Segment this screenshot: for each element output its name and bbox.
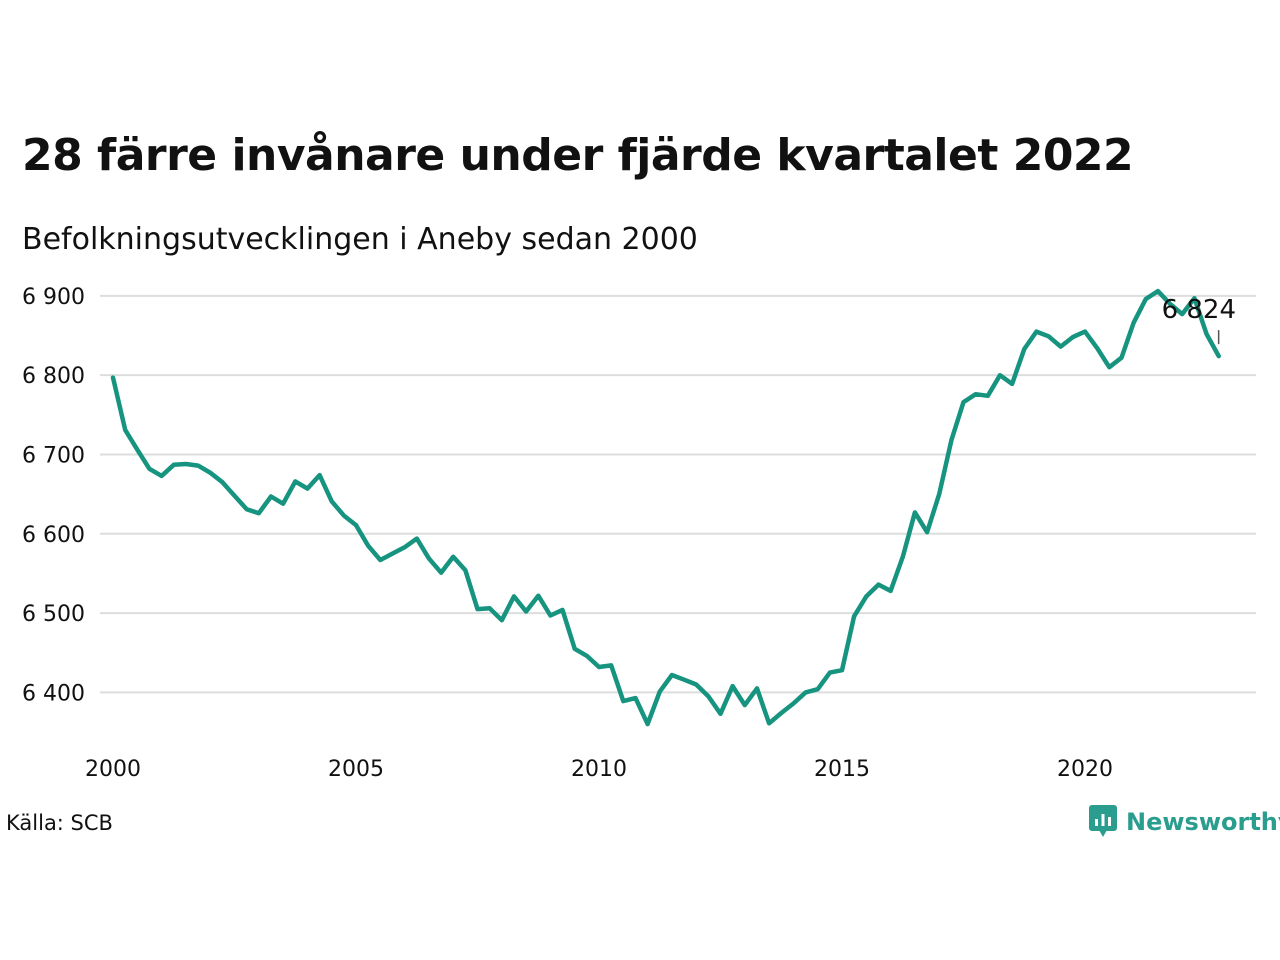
x-tick-label: 2015: [814, 757, 870, 782]
chart-title: 28 färre invånare under fjärde kvartalet…: [22, 130, 1134, 181]
brand-name: Newsworthy: [1126, 808, 1280, 836]
end-value-label: 6 824: [1162, 295, 1236, 325]
x-tick-label: 2020: [1057, 757, 1113, 782]
x-tick-label: 2000: [85, 757, 141, 782]
y-tick-label: 6 900: [22, 285, 85, 310]
source-note: Källa: SCB: [6, 811, 113, 835]
y-tick-label: 6 600: [22, 523, 85, 548]
y-tick-label: 6 700: [22, 443, 85, 468]
y-tick-label: 6 800: [22, 364, 85, 389]
x-tick-label: 2010: [571, 757, 627, 782]
end-label-layer: 6 824: [1162, 295, 1236, 345]
bar-chart-speech-bubble-icon: [1089, 805, 1117, 837]
y-axis-ticks: 6 400 6 500 6 600 6 700 6 800 6 900: [22, 285, 85, 707]
y-tick-label: 6 500: [22, 602, 85, 627]
x-axis-ticks: 2000 2005 2010 2015 2020: [85, 757, 1113, 782]
series-line: [110, 288, 1221, 727]
series-layer: [110, 288, 1221, 727]
chart-subtitle: Befolkningsutvecklingen i Aneby sedan 20…: [22, 222, 698, 257]
y-tick-label: 6 400: [22, 681, 85, 706]
grid-lines: [100, 294, 1256, 694]
brand-logo: Newsworthy: [1088, 804, 1280, 840]
x-tick-label: 2005: [328, 757, 384, 782]
